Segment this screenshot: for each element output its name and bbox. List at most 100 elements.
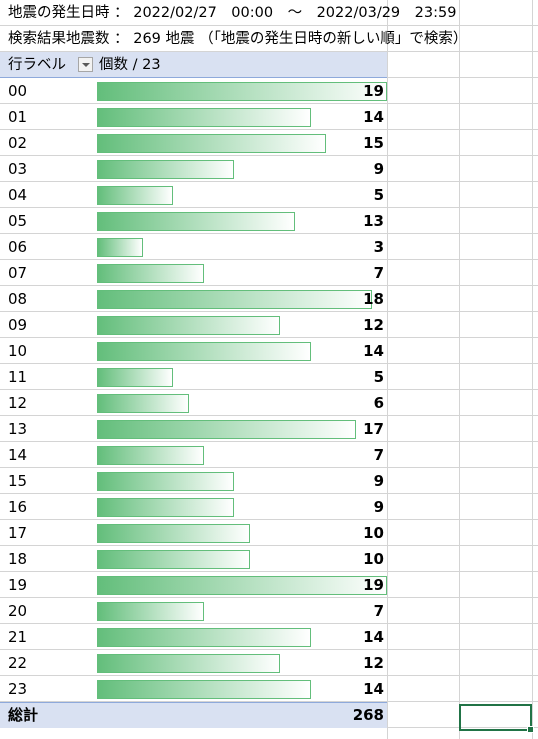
count-value: 10 <box>363 524 384 542</box>
count-header[interactable]: 個数 / 23 <box>99 57 161 73</box>
count-value: 15 <box>363 134 384 152</box>
data-bar <box>97 576 387 595</box>
data-bar <box>97 290 372 309</box>
data-bar <box>97 134 326 153</box>
data-bar <box>97 394 189 413</box>
hour-label: 06 <box>8 238 28 256</box>
hour-label: 13 <box>8 420 28 438</box>
table-row[interactable]: 04 5 <box>0 182 538 208</box>
table-row[interactable]: 22 12 <box>0 650 538 676</box>
data-bar <box>97 82 387 101</box>
total-value: 268 <box>352 706 384 724</box>
pivot-header-band <box>0 52 387 78</box>
table-row[interactable]: 01 14 <box>0 104 538 130</box>
filter-dropdown-icon[interactable] <box>78 57 93 72</box>
count-value: 5 <box>373 186 384 204</box>
hour-label: 04 <box>8 186 28 204</box>
data-bar <box>97 238 143 257</box>
table-row[interactable]: 15 9 <box>0 468 538 494</box>
count-value: 12 <box>363 316 384 334</box>
table-row[interactable]: 08 18 <box>0 286 538 312</box>
count-value: 14 <box>363 680 384 698</box>
total-label: 総計 <box>8 706 39 724</box>
pivot-total-row[interactable]: 総計 268 <box>0 702 538 728</box>
table-row[interactable]: 06 3 <box>0 234 538 260</box>
table-row[interactable]: 02 15 <box>0 130 538 156</box>
count-value: 18 <box>363 290 384 308</box>
data-bar <box>97 108 311 127</box>
count-value: 5 <box>373 368 384 386</box>
count-value: 7 <box>373 602 384 620</box>
date-range-text: 地震の発生日時 ： 2022/02/27 00:00 ～ 2022/03/29 … <box>8 5 457 21</box>
data-bar <box>97 602 204 621</box>
info-row-result-count[interactable]: 検索結果地震数 ： 269 地震 （「地震の発生日時の新しい順」で検索） <box>0 26 538 52</box>
count-value: 7 <box>373 446 384 464</box>
count-value: 7 <box>373 264 384 282</box>
hour-label: 05 <box>8 212 28 230</box>
hour-label: 21 <box>8 628 28 646</box>
hour-label: 22 <box>8 654 28 672</box>
hour-label: 14 <box>8 446 28 464</box>
table-row[interactable]: 17 10 <box>0 520 538 546</box>
total-band <box>0 702 387 728</box>
count-value: 9 <box>373 472 384 490</box>
hour-label: 23 <box>8 680 28 698</box>
active-cell-selection[interactable] <box>459 704 534 733</box>
hour-label: 00 <box>8 82 28 100</box>
table-row[interactable]: 19 19 <box>0 572 538 598</box>
data-bar <box>97 420 356 439</box>
table-row[interactable]: 07 7 <box>0 260 538 286</box>
hour-label: 12 <box>8 394 28 412</box>
table-row[interactable]: 12 6 <box>0 390 538 416</box>
table-row[interactable]: 20 7 <box>0 598 538 624</box>
table-row[interactable]: 18 10 <box>0 546 538 572</box>
count-value: 12 <box>363 654 384 672</box>
table-row[interactable]: 14 7 <box>0 442 538 468</box>
hour-label: 17 <box>8 524 28 542</box>
count-value: 17 <box>363 420 384 438</box>
hour-label: 18 <box>8 550 28 568</box>
data-bar <box>97 628 311 647</box>
count-value: 6 <box>373 394 384 412</box>
count-value: 13 <box>363 212 384 230</box>
data-bar <box>97 654 280 673</box>
count-value: 19 <box>363 82 384 100</box>
count-value: 14 <box>363 628 384 646</box>
table-row[interactable]: 10 14 <box>0 338 538 364</box>
table-row[interactable]: 00 19 <box>0 78 538 104</box>
table-row[interactable]: 21 14 <box>0 624 538 650</box>
table-row[interactable]: 03 9 <box>0 156 538 182</box>
table-row[interactable]: 16 9 <box>0 494 538 520</box>
data-bar <box>97 368 173 387</box>
hour-label: 09 <box>8 316 28 334</box>
count-value: 14 <box>363 108 384 126</box>
data-bar <box>97 186 173 205</box>
hour-label: 16 <box>8 498 28 516</box>
table-row[interactable]: 13 17 <box>0 416 538 442</box>
hour-label: 07 <box>8 264 28 282</box>
count-value: 9 <box>373 498 384 516</box>
count-value: 3 <box>373 238 384 256</box>
table-row[interactable]: 23 14 <box>0 676 538 702</box>
hour-label: 08 <box>8 290 28 308</box>
hour-label: 19 <box>8 576 28 594</box>
data-bar <box>97 550 250 569</box>
data-bar <box>97 498 234 517</box>
data-bar <box>97 524 250 543</box>
hour-label: 15 <box>8 472 28 490</box>
hour-label: 01 <box>8 108 28 126</box>
hour-label: 20 <box>8 602 28 620</box>
table-row[interactable]: 09 12 <box>0 312 538 338</box>
info-row-date-range[interactable]: 地震の発生日時 ： 2022/02/27 00:00 ～ 2022/03/29 … <box>0 0 538 26</box>
hour-label: 10 <box>8 342 28 360</box>
pivot-header-row: 行ラベル 個数 / 23 <box>0 52 538 78</box>
data-bar <box>97 446 204 465</box>
row-label-header[interactable]: 行ラベル <box>8 57 66 73</box>
data-bar <box>97 342 311 361</box>
data-bar <box>97 316 280 335</box>
data-bar <box>97 472 234 491</box>
result-count-text: 検索結果地震数 ： 269 地震 （「地震の発生日時の新しい順」で検索） <box>8 31 468 47</box>
count-value: 19 <box>363 576 384 594</box>
table-row[interactable]: 11 5 <box>0 364 538 390</box>
table-row[interactable]: 05 13 <box>0 208 538 234</box>
